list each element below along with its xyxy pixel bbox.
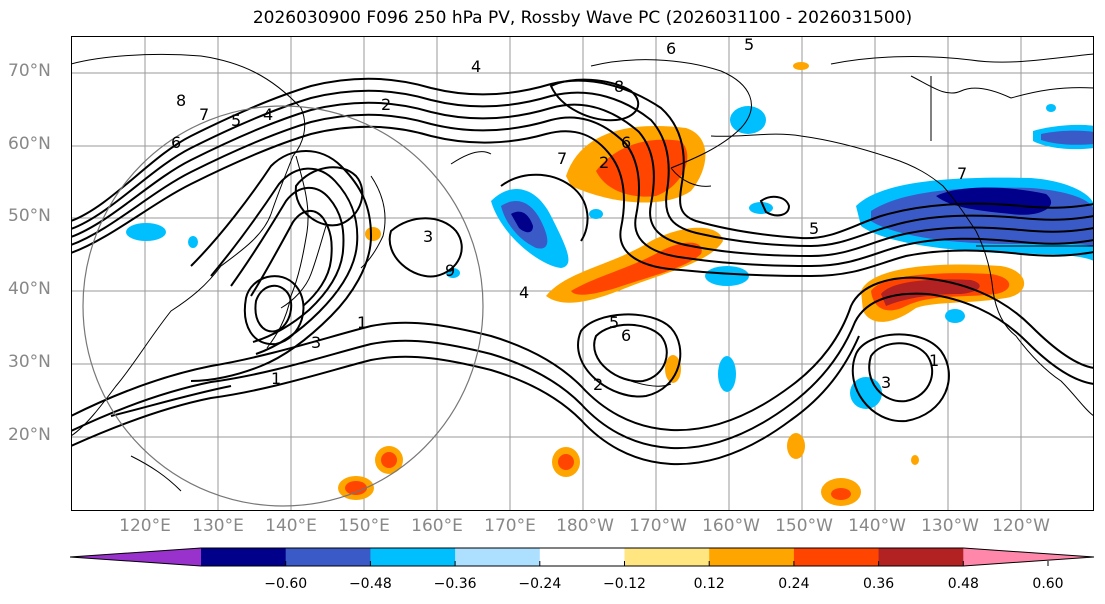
contour-label: 9: [445, 261, 455, 280]
contour-label: 4: [263, 105, 273, 124]
colorbar-segment: [793, 548, 880, 566]
contour-label: 5: [231, 111, 241, 130]
contour-label: 1: [929, 351, 939, 370]
lat-label-60n: 60°N: [8, 134, 51, 154]
colorbar-tick-label: 0.60: [1032, 576, 1064, 592]
contour-label: 3: [311, 333, 321, 352]
lon-label: 160°E: [411, 516, 463, 536]
contour-label: 1: [357, 313, 367, 332]
lon-label: 150°E: [338, 516, 390, 536]
lon-label: 160°W: [702, 516, 760, 536]
lon-label: 140°W: [848, 516, 906, 536]
lon-label: 180°W: [556, 516, 614, 536]
colorbar-tick-label: −0.60: [264, 576, 308, 592]
contour-label: 5: [809, 219, 819, 238]
lon-label: 150°W: [775, 516, 833, 536]
lat-label-50n: 50°N: [8, 206, 51, 226]
lon-label: 120°E: [119, 516, 171, 536]
lat-label-30n: 30°N: [8, 352, 51, 372]
colorbar-tick-label: −0.12: [603, 576, 646, 592]
colorbar-tick-label: −0.24: [518, 576, 562, 592]
contour-label: 6: [621, 133, 631, 152]
contour-label-group: 1 2 3 4 5 6 7 8 4 6 5 8 6 2 7 4 9 3 5 6 …: [171, 36, 967, 394]
colorbar-extend-high: [963, 548, 1094, 566]
lat-label-20n: 20°N: [8, 425, 51, 445]
colorbar-tick-label: −0.48: [348, 576, 392, 592]
colorbar-segment: [878, 548, 964, 566]
map-title: 2026030900 F096 250 hPa PV, Rossby Wave …: [252, 8, 913, 28]
lon-label: 170°E: [484, 516, 536, 536]
colorbar-segment: [370, 548, 456, 566]
contour-label: 2: [593, 375, 603, 394]
colorbar-segment: [285, 548, 371, 566]
map-frame: [71, 36, 1094, 511]
lon-label: 140°E: [265, 516, 317, 536]
lat-label-40n: 40°N: [8, 279, 51, 299]
contour-label: 4: [519, 283, 529, 302]
contour-label: 7: [199, 105, 209, 124]
contour-label: 5: [744, 36, 754, 54]
colorbar-extend-low: [70, 548, 201, 566]
lat-label-70n: 70°N: [8, 61, 51, 81]
contour-label: 2: [381, 95, 391, 114]
lon-label: 130°E: [192, 516, 244, 536]
contour-label: 4: [471, 57, 481, 76]
contour-label: 3: [881, 373, 891, 392]
lon-label: 130°W: [921, 516, 979, 536]
colorbar-tick-label: 0.12: [693, 576, 725, 592]
colorbar: [70, 547, 1095, 567]
contour-label: 6: [171, 133, 181, 152]
pv-contours: [71, 77, 1094, 466]
contour-label: 8: [176, 91, 186, 110]
colorbar-segment: [709, 548, 795, 566]
contour-label: 7: [557, 149, 567, 168]
colorbar-segment: [624, 548, 710, 566]
contour-label: 8: [614, 77, 624, 96]
colorbar-tick-label: 0.48: [947, 576, 979, 592]
lon-label: 120°W: [992, 516, 1050, 536]
contour-label: 1: [271, 369, 281, 388]
contour-label: 7: [957, 164, 967, 183]
colorbar-outline: [70, 547, 1095, 567]
lon-label: 170°W: [629, 516, 687, 536]
colorbar-segment: [455, 548, 541, 566]
map-panel: 1 2 3 4 5 6 7 8 4 6 5 8 6 2 7 4 9 3 5 6 …: [71, 36, 1094, 511]
colorbar-tick-label: 0.36: [863, 576, 895, 592]
longitude-axis: 120°E 130°E 140°E 150°E 160°E 170°E 180°…: [0, 516, 1105, 540]
contour-label: 6: [621, 326, 631, 345]
reference-circle: [82, 105, 484, 507]
contour-label: 2: [599, 153, 609, 172]
contour-label: 3: [423, 227, 433, 246]
graticule: [71, 36, 1094, 511]
colorbar-tick-label: 0.24: [778, 576, 810, 592]
colorbar-segment: [201, 548, 287, 566]
contour-label: 6: [666, 39, 676, 58]
colorbar-segment: [539, 548, 625, 566]
contour-label: 5: [609, 313, 619, 332]
colorbar-tick-label: −0.36: [433, 576, 477, 592]
